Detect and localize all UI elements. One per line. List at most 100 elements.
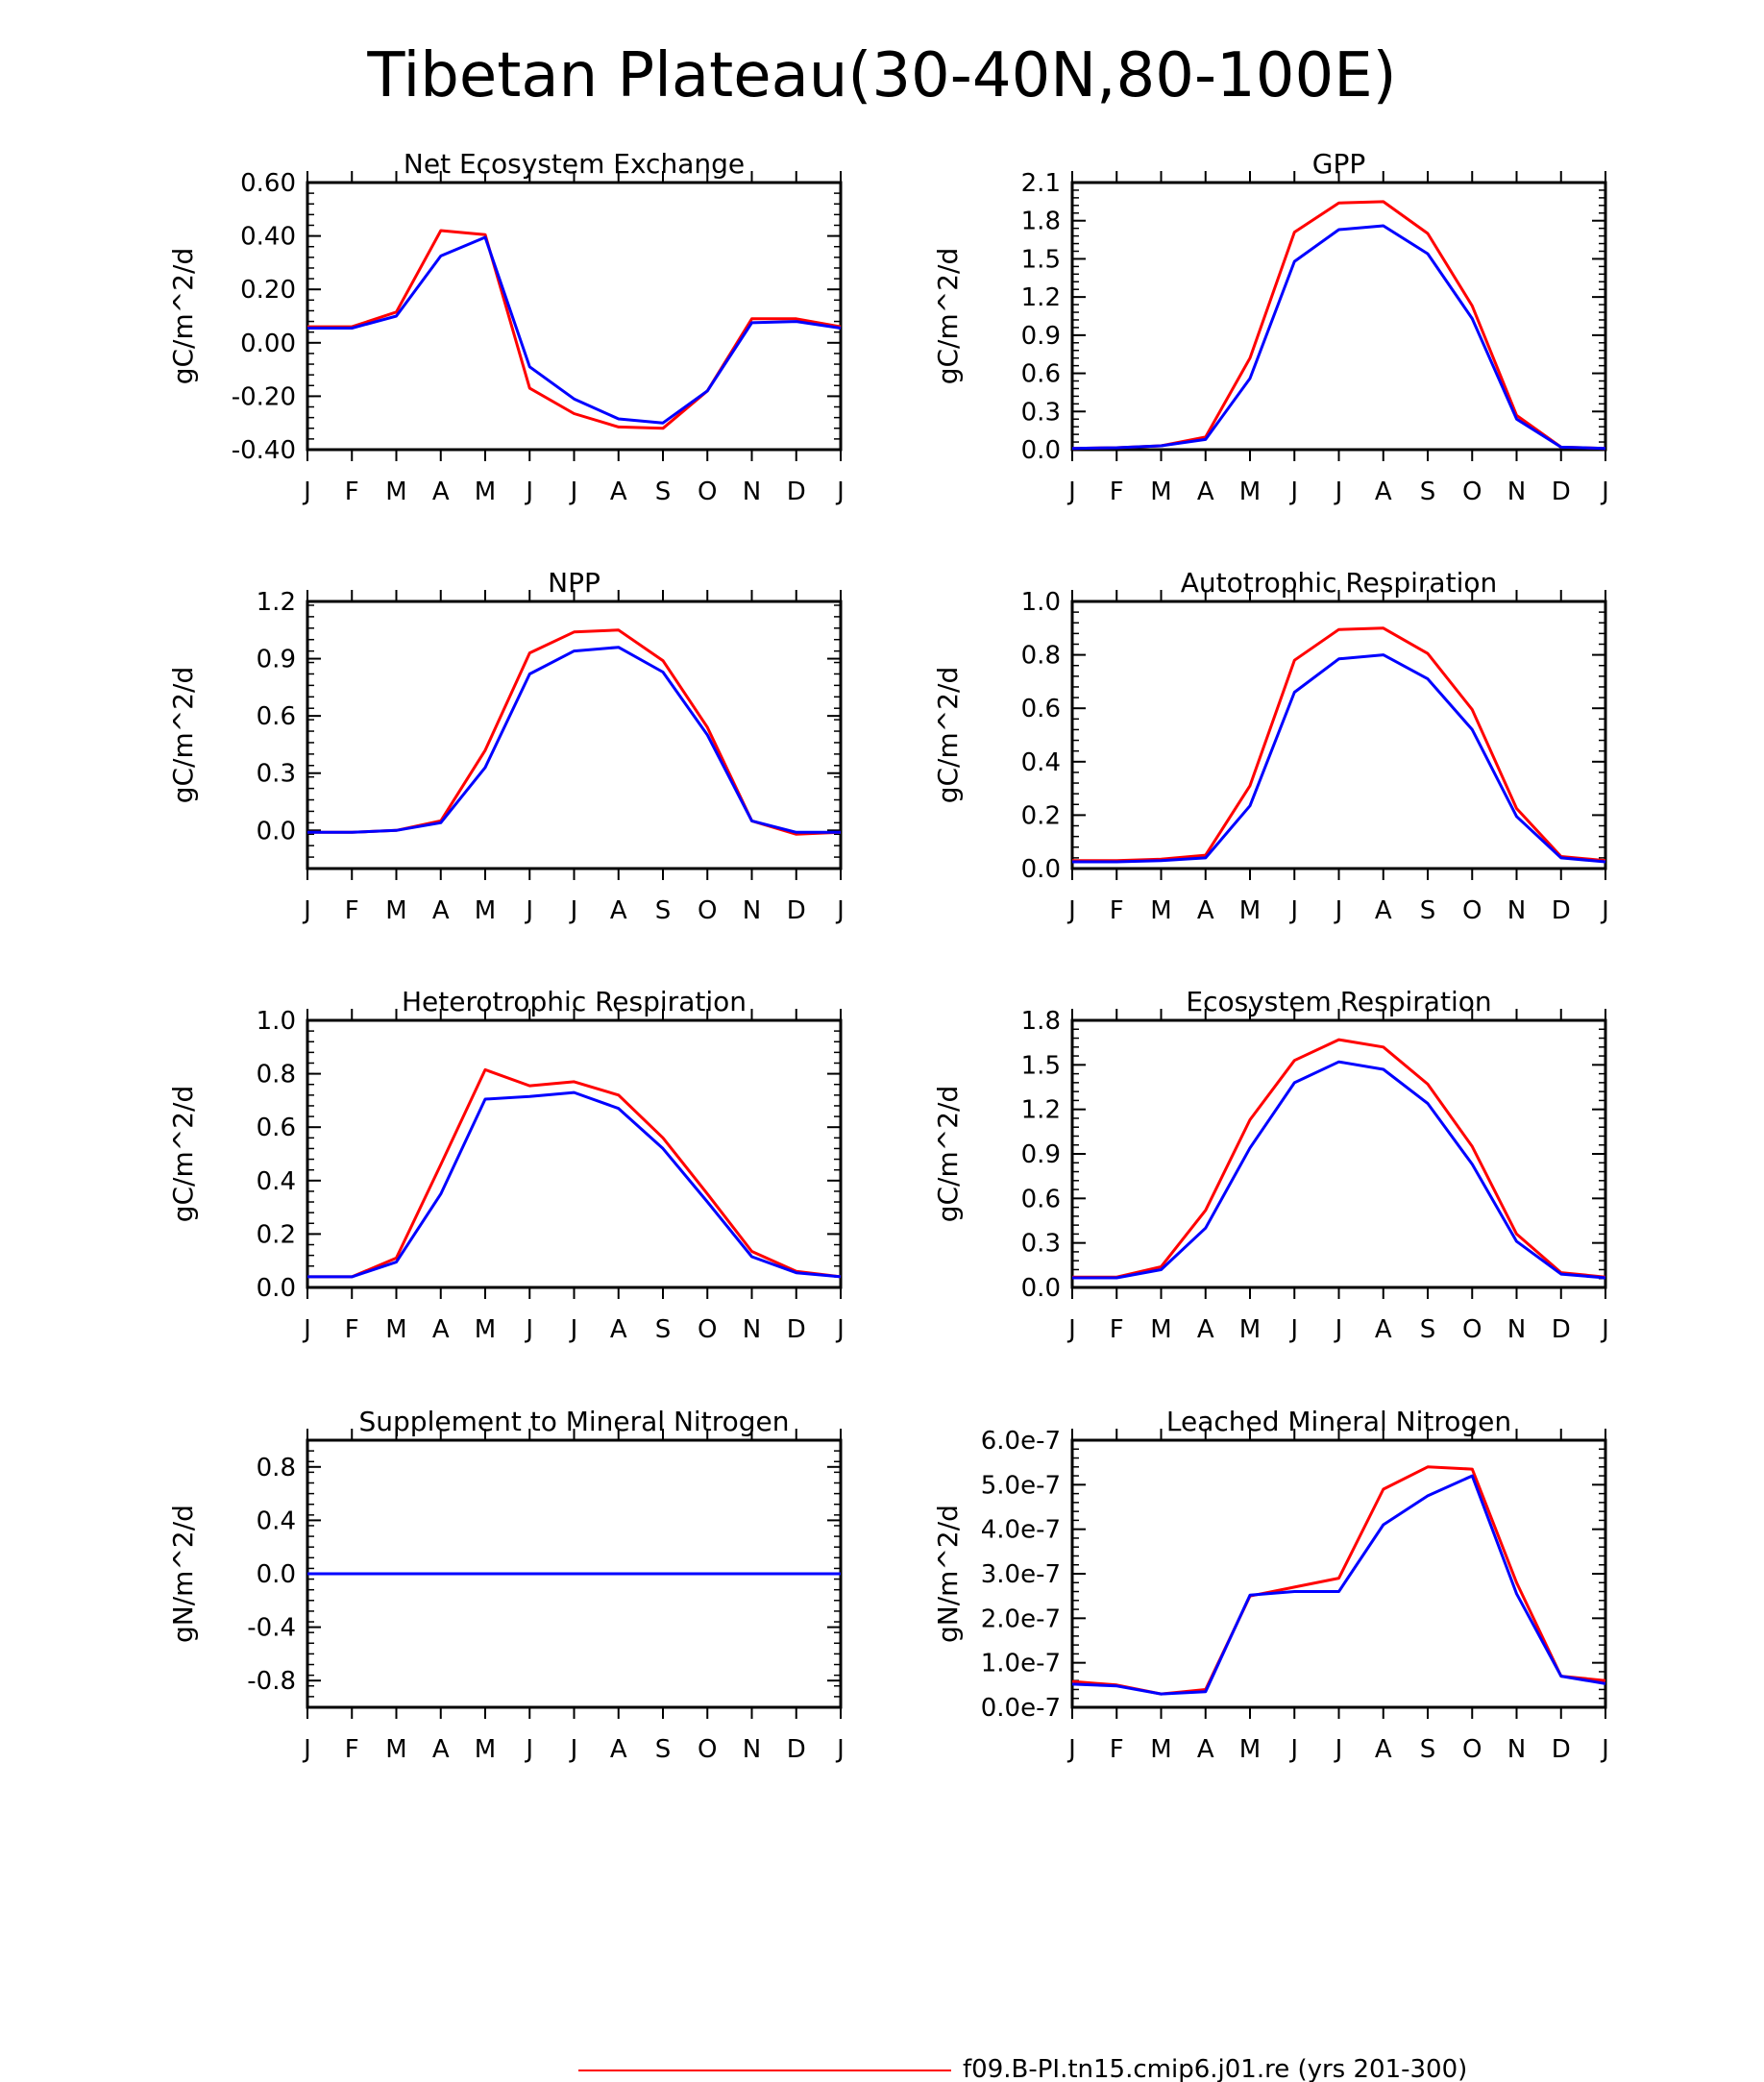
x-tick-label: D (1552, 478, 1571, 506)
y-tick-label: 1.2 (257, 588, 296, 617)
x-tick-label: O (1462, 1735, 1482, 1764)
x-tick-label: J (835, 896, 845, 925)
chart-panel-7: Supplement to Mineral NitrogengN/m^2/d-0… (167, 1406, 845, 1764)
y-tick-label: 0.3 (257, 760, 296, 789)
x-tick-label: A (432, 896, 450, 925)
y-tick-label: 0.60 (240, 169, 296, 198)
y-tick-label: 1.8 (1021, 1007, 1061, 1036)
x-tick-label: M (475, 1735, 496, 1764)
series-line-red (307, 229, 842, 430)
series-line-red (1071, 1465, 1606, 1696)
x-tick-label: O (1462, 896, 1482, 925)
x-tick-label: S (1420, 1315, 1436, 1344)
x-tick-label: J (1334, 896, 1343, 925)
y-axis-label: gC/m^2/d (932, 1086, 964, 1223)
x-tick-label: J (524, 1735, 533, 1764)
x-tick-label: F (345, 1315, 359, 1344)
x-tick-label: J (1288, 1735, 1298, 1764)
x-tick-label: A (610, 1735, 627, 1764)
y-tick-label: 1.8 (1021, 208, 1061, 236)
x-tick-label: F (1110, 478, 1124, 506)
x-tick-label: D (787, 1315, 806, 1344)
series-line-red (1072, 1038, 1606, 1279)
series-line-red (307, 1067, 842, 1279)
y-tick-label: -0.40 (232, 436, 296, 465)
x-tick-label: J (1288, 1315, 1298, 1344)
plot-frame (1070, 181, 1607, 452)
y-axis-label: gN/m^2/d (167, 1505, 199, 1643)
x-tick-label: J (569, 1315, 578, 1344)
x-tick-label: S (1420, 478, 1436, 506)
x-tick-label: O (1462, 478, 1482, 506)
y-tick-label: 1.2 (1021, 1096, 1061, 1125)
y-axis-label: gC/m^2/d (167, 667, 199, 804)
y-tick-label: 0.9 (257, 646, 296, 674)
y-tick-label: 1.5 (1021, 245, 1061, 274)
chart-panel-8: Leached Mineral NitrogengN/m^2/d0.0e-71.… (932, 1406, 1609, 1764)
x-tick-label: A (1197, 1735, 1214, 1764)
series-line-blue (307, 235, 842, 425)
x-tick-label: N (743, 1315, 761, 1344)
x-tick-label: A (1375, 478, 1392, 506)
y-tick-label: 1.0 (257, 1007, 296, 1036)
y-tick-label: 0.9 (1021, 322, 1061, 351)
x-tick-label: D (787, 478, 806, 506)
series-line-blue (307, 1090, 842, 1279)
x-tick-label: D (1552, 1315, 1571, 1344)
series-line-red (1071, 200, 1606, 451)
x-tick-label: M (475, 478, 496, 506)
y-tick-label: 0.8 (257, 1061, 296, 1090)
x-tick-label: O (698, 896, 717, 925)
x-tick-label: S (655, 1735, 672, 1764)
x-tick-label: J (569, 896, 578, 925)
series-line-blue (1071, 1474, 1606, 1696)
x-tick-label: F (345, 478, 359, 506)
x-tick-label: J (1066, 1315, 1076, 1344)
y-tick-label: 0.6 (257, 702, 296, 731)
figure-title: Tibetan Plateau(30-40N,80-100E) (366, 40, 1396, 111)
x-tick-label: J (1288, 478, 1298, 506)
y-tick-label: 0.8 (1021, 642, 1061, 671)
y-tick-label: 0.2 (257, 1220, 296, 1249)
x-tick-label: M (1239, 1315, 1261, 1344)
x-tick-label: D (1552, 1735, 1571, 1764)
x-tick-label: J (1334, 478, 1343, 506)
x-tick-label: J (1066, 1735, 1076, 1764)
legend-label: f09.B-PI.tn15.cmip6.j01.re (yrs 201-300) (963, 2055, 1467, 2082)
x-tick-label: J (1066, 896, 1076, 925)
x-tick-label: J (1334, 1735, 1343, 1764)
y-tick-label: 0.8 (257, 1454, 296, 1482)
y-tick-label: 2.0e-7 (981, 1604, 1061, 1633)
y-axis-label: gN/m^2/d (932, 1505, 964, 1643)
x-tick-label: J (302, 896, 311, 925)
x-tick-label: M (385, 1315, 406, 1344)
x-tick-label: M (1239, 478, 1261, 506)
series-line-blue (1072, 1060, 1606, 1280)
x-tick-label: N (1507, 1315, 1526, 1344)
x-tick-label: A (610, 1315, 627, 1344)
y-tick-label: 1.5 (1021, 1051, 1061, 1080)
x-tick-label: F (1110, 1735, 1124, 1764)
y-axis-label: gC/m^2/d (167, 248, 199, 385)
x-tick-label: J (1600, 1735, 1609, 1764)
series-line-red (307, 628, 842, 836)
x-tick-label: J (524, 478, 533, 506)
x-tick-label: A (1375, 896, 1392, 925)
x-tick-label: O (698, 1735, 717, 1764)
x-tick-label: J (1334, 1315, 1343, 1344)
x-tick-label: N (1507, 1735, 1526, 1764)
x-tick-label: O (1462, 1315, 1482, 1344)
y-tick-label: 0.0 (1021, 1274, 1061, 1303)
y-tick-label: 0.0e-7 (981, 1694, 1061, 1723)
x-tick-label: M (1150, 1315, 1171, 1344)
chart-panel-5: Heterotrophic RespirationgC/m^2/d0.00.20… (167, 986, 845, 1344)
y-tick-label: 0.6 (257, 1114, 296, 1142)
series-line-blue (1072, 653, 1606, 864)
y-tick-label: 6.0e-7 (981, 1427, 1061, 1456)
y-tick-label: 0.2 (1021, 801, 1061, 830)
x-tick-label: J (835, 1315, 845, 1344)
y-axis-label: gC/m^2/d (167, 1086, 199, 1223)
y-tick-label: 0.3 (1021, 1230, 1061, 1259)
x-tick-label: S (655, 478, 672, 506)
x-tick-label: A (1375, 1735, 1392, 1764)
